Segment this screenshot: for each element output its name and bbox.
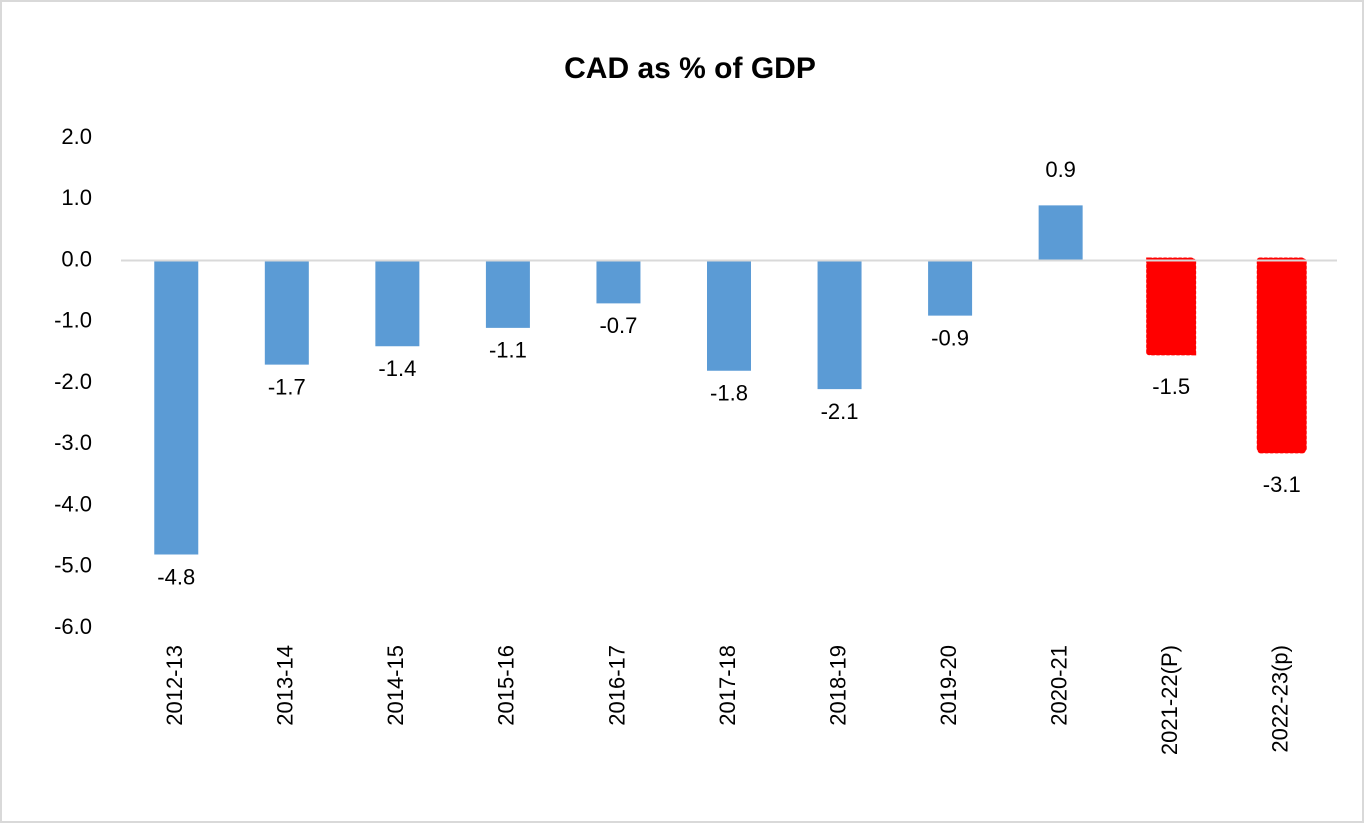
x-tick-label: 2020-21: [1046, 645, 1071, 726]
x-tick-label: 2017-18: [715, 645, 740, 726]
value-label: -1.4: [378, 356, 416, 381]
y-tick-label: -6.0: [54, 614, 92, 639]
y-tick-label: -1.0: [54, 308, 92, 333]
bar: [375, 260, 420, 347]
value-label: 0.9: [1045, 157, 1076, 182]
value-label: -2.1: [821, 399, 859, 424]
bar: [817, 260, 862, 390]
bar: [596, 260, 641, 304]
chart-title: CAD as % of GDP: [564, 52, 816, 85]
value-label: -3.1: [1263, 472, 1301, 497]
y-tick-label: -4.0: [54, 491, 92, 516]
x-tick-label: 2016-17: [604, 645, 629, 726]
bar: [1038, 205, 1083, 261]
x-tick-label: 2014-15: [383, 645, 408, 726]
value-label: -1.8: [710, 381, 748, 406]
bar: [485, 260, 530, 328]
y-tick-label: -3.0: [54, 430, 92, 455]
bar: [707, 260, 751, 371]
y-tick-label: -5.0: [54, 553, 92, 578]
y-tick-label: -2.0: [54, 369, 92, 394]
y-tick-label: 0.0: [61, 246, 92, 271]
y-tick-label: 2.0: [61, 124, 92, 149]
value-label: -4.8: [157, 564, 195, 589]
bar: [1146, 257, 1197, 356]
x-tick-label: 2018-19: [825, 645, 850, 726]
bar: [264, 260, 309, 365]
x-tick-label: 2012-13: [162, 645, 187, 726]
value-label: -0.9: [931, 325, 969, 350]
value-label: -1.5: [1152, 374, 1190, 399]
x-tick-label: 2021-22(P): [1157, 645, 1182, 755]
bar: [1256, 257, 1307, 454]
x-tick-label: 2022-23(p): [1268, 645, 1293, 753]
x-tick-label: 2015-16: [494, 645, 519, 726]
x-tick-label: 2019-20: [936, 645, 961, 726]
x-tick-label: 2013-14: [273, 645, 298, 726]
value-label: -0.7: [599, 313, 637, 338]
bar: [928, 260, 973, 316]
value-label: -1.1: [489, 338, 527, 363]
bar: [154, 260, 199, 555]
y-tick-label: 1.0: [61, 185, 92, 210]
value-label: -1.7: [268, 374, 306, 399]
